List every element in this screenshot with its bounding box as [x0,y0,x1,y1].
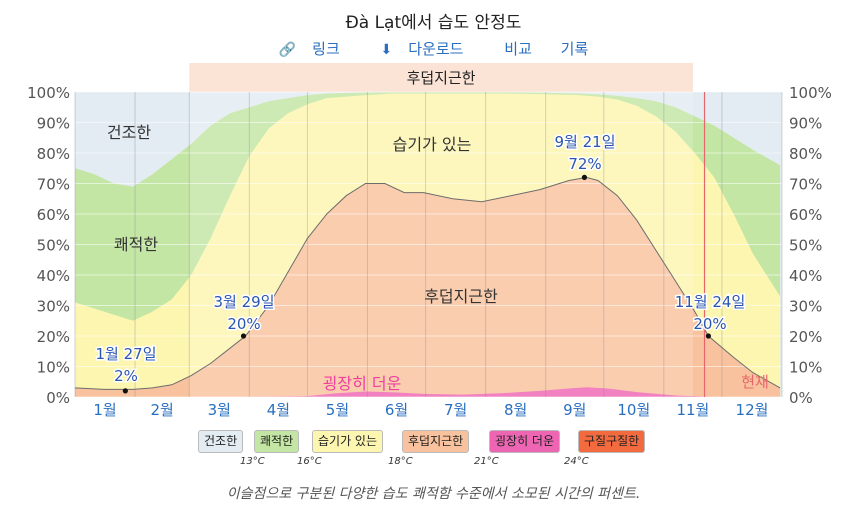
x-tick-label: 1월 [93,401,116,419]
y-tick-label-right: 70% [789,176,822,194]
band-label-dry: 건조한 [107,123,151,142]
legend-threshold: 13°C [240,456,265,467]
chart-caption: 이슬점으로 구분된 다양한 습도 쾌적함 수준에서 소모된 시간의 퍼센트. [226,486,641,502]
y-tick-label-right: 60% [789,206,822,224]
header-links: 🔗 링크 ⬇ 다운로드 비교 기록 [0,38,867,59]
annotation-date: 9월 21일 [555,133,616,151]
y-tick-label: 0% [46,389,70,407]
y-tick-label-right: 40% [789,267,822,285]
link-label: 링크 [312,40,340,58]
band-label-muggy: 후덥지근한 [424,287,498,306]
y-tick-label-right: 30% [789,298,822,316]
x-tick-label: 10월 [617,401,650,419]
legend-item-dry: 건조한 [198,430,244,453]
page-title: Đà Lạt에서 습도 안정도 [345,13,522,33]
band-label-oppressive: 굉장히 더운 [323,374,402,393]
annotation-point [240,333,247,339]
legend-threshold: 21°C [474,456,499,467]
y-tick-label: 100% [27,84,70,102]
annotation-value: 20% [693,315,726,333]
muggy-line [74,176,781,390]
compare-button[interactable]: 비교 [504,40,532,58]
legend-item-miserable: 구질구질한 [578,430,646,453]
x-tick-label: 4월 [267,401,290,419]
annotation-value: 20% [227,315,260,333]
y-tick-label: 90% [37,115,70,133]
link-icon: 🔗 [278,42,297,58]
y-tick-label-right: 90% [789,115,822,133]
y-tick-label: 20% [37,328,70,346]
legend-item-humid: 습기가 있는 [312,430,384,453]
legend-item-muggy: 후덥지근한 [402,430,470,453]
y-tick-label: 70% [37,176,70,194]
x-tick-label: 9월 [563,401,586,419]
band-label-humid: 습기가 있는 [393,135,472,154]
history-button[interactable]: 기록 [560,40,589,58]
y-tick-label-right: 80% [789,145,822,163]
legend-threshold: 24°C [564,456,589,467]
y-tick-label: 30% [37,298,70,316]
humidity-chart: 후덥지근한 0% 0% 10% 10% 20% 20% 30% 30% 40% 40% 50% 50% 6… [27,63,832,419]
y-tick-label: 60% [37,206,70,224]
y-tick-label-right: 0% [789,389,813,407]
y-tick-label-right: 50% [789,237,822,255]
download-icon: ⬇ [380,42,393,58]
y-tick-label: 10% [37,359,70,377]
annotation-value: 2% [114,367,138,385]
band-label-comfortable: 쾌적한 [114,235,158,254]
y-tick-label: 80% [37,145,70,163]
x-tick-label: 3월 [208,401,231,419]
annotation-point [581,174,588,180]
annotation-point [122,388,128,394]
y-tick-label-right: 100% [789,84,832,102]
link-button[interactable]: 🔗 링크 [279,40,352,58]
legend-threshold: 16°C [297,456,322,467]
legend-item-comfortable: 쾌적한 [254,430,300,453]
season-label: 후덥지근한 [407,69,476,87]
today-label: 현재 [741,373,769,391]
annotation-date: 1월 27일 [96,345,157,363]
season-band [189,63,693,92]
y-tick-label-right: 10% [789,359,822,377]
download-button[interactable]: ⬇ 다운로드 [381,40,476,58]
x-tick-label: 6월 [385,401,408,419]
annotation-value: 72% [568,155,601,173]
x-tick-label: 11월 [676,401,709,419]
x-tick-label: 12월 [736,401,769,419]
annotation-date: 3월 29일 [214,293,275,311]
annotation-point [705,333,711,339]
y-tick-label-right: 20% [789,328,822,346]
legend-item-oppressive: 굉장히 더운 [489,430,561,453]
x-tick-label: 5월 [326,401,349,419]
oppressive-area [75,387,781,397]
x-tick-label: 7월 [444,401,467,419]
y-tick-label: 50% [37,237,70,255]
x-tick-label: 8월 [504,401,527,419]
annotation-date: 11월 24일 [675,293,746,311]
muggy-area [75,177,781,397]
legend-threshold: 18°C [388,456,413,467]
y-tick-label: 40% [37,267,70,285]
download-label: 다운로드 [408,40,464,58]
x-tick-label: 2월 [150,401,173,419]
